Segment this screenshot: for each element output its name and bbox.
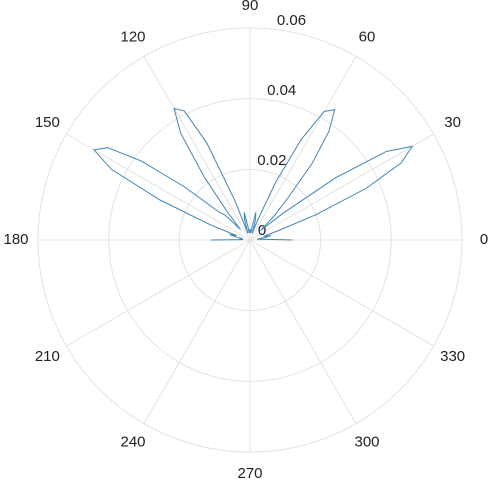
theta-tick-label: 210 bbox=[35, 348, 60, 365]
r-grid-circle bbox=[37, 27, 463, 453]
theta-tick-label: 180 bbox=[3, 231, 28, 248]
theta-tick-label: 270 bbox=[237, 465, 262, 480]
theta-tick-label: 240 bbox=[120, 434, 145, 451]
theta-grid-line bbox=[143, 239, 251, 424]
theta-grid-line bbox=[66, 239, 251, 347]
theta-grid-line bbox=[249, 239, 357, 424]
r-tick-label: 0.02 bbox=[257, 152, 286, 169]
r-tick-label: 0.06 bbox=[277, 12, 306, 29]
polar-line bbox=[92, 107, 414, 241]
theta-tick-label: 330 bbox=[440, 348, 465, 365]
r-grid-circle bbox=[108, 98, 392, 382]
r-tick-label: 0 bbox=[258, 222, 266, 239]
theta-grid-line bbox=[249, 133, 434, 241]
r-grid-circle bbox=[178, 168, 322, 312]
theta-tick-label: 60 bbox=[359, 28, 376, 45]
theta-tick-label: 90 bbox=[242, 0, 259, 14]
theta-tick-label: 120 bbox=[120, 28, 145, 45]
theta-tick-label: 150 bbox=[35, 114, 60, 131]
theta-grid-line bbox=[143, 56, 251, 241]
theta-tick-label: 300 bbox=[354, 434, 379, 451]
theta-grid-line bbox=[249, 56, 357, 241]
theta-tick-label: 30 bbox=[444, 114, 461, 131]
theta-tick-label: 0 bbox=[480, 231, 488, 248]
theta-grid-line bbox=[249, 239, 434, 347]
r-tick-label: 0.04 bbox=[267, 82, 296, 99]
theta-grid-line bbox=[66, 133, 251, 241]
